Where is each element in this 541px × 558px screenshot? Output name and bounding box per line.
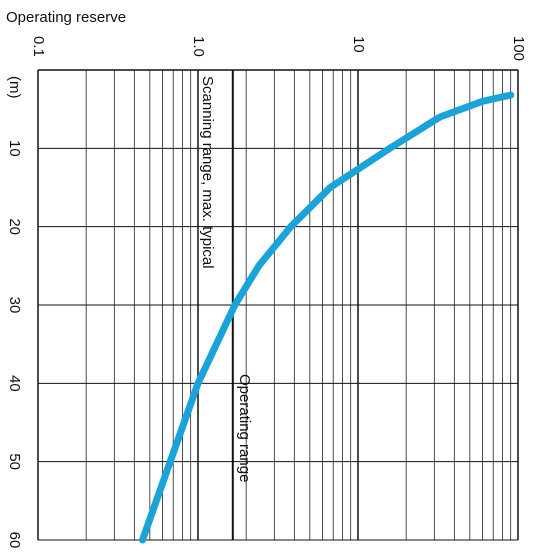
- x-tick-label: 100: [510, 36, 527, 61]
- y-tick-label: 10: [6, 140, 23, 157]
- x-tick-label: 1.0: [190, 36, 207, 57]
- x-axis-label: Operating reserve: [6, 9, 126, 26]
- y-tick-label: 50: [6, 453, 23, 470]
- y-tick-label: 40: [6, 375, 23, 392]
- x-tick-label: 10: [350, 36, 367, 53]
- y-tick-label: 30: [6, 297, 23, 314]
- x-tick-label: 0.1: [30, 36, 47, 57]
- line: [139, 91, 515, 544]
- reference-label: Operating range: [236, 374, 253, 482]
- y-tick-label: 20: [6, 218, 23, 235]
- y-axis-label: (m): [6, 76, 23, 99]
- y-tick-label: 60: [6, 532, 23, 549]
- annotation: Scanning range, max. typical: [199, 76, 216, 269]
